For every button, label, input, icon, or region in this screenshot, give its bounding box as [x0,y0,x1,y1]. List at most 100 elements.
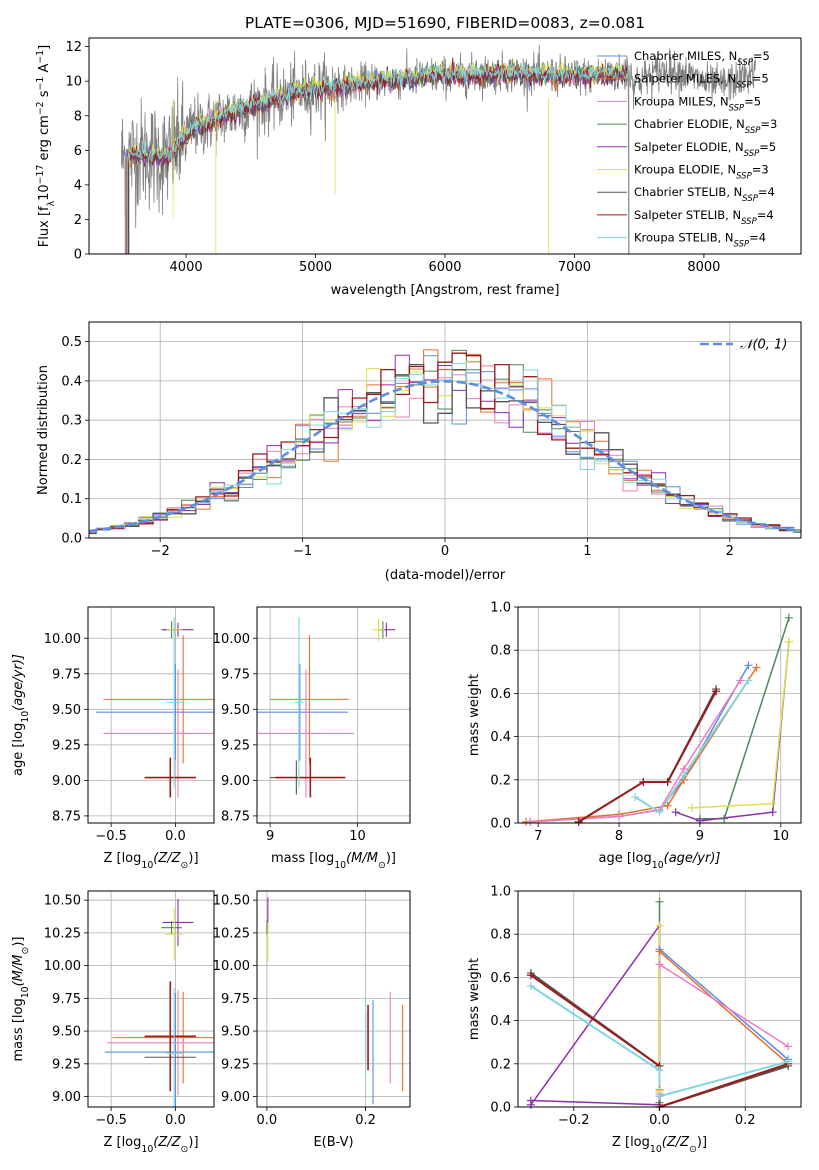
mass-metallicity-panel-y-label-part: )] [11,937,26,947]
weight-marker-salpeter-miles [663,801,672,810]
mass-weight-metallicity-panel-x-label-part: 10 [650,1144,662,1155]
legend-label-kroupa-miles: Kroupa MILES, NSSP=5 [634,94,761,113]
histogram-salpeter-elodie [89,354,801,533]
weight-marker-kroupa-stelib [655,808,664,817]
spectrum-y-label-part: λ [46,200,57,206]
x-tick-label: 8 [615,829,623,844]
x-tick-label: −0.5 [95,829,127,844]
mass-extinction-panel-x-label: E(B-V) [313,1135,353,1150]
mass-weight-age-panel-lines [526,617,790,823]
y-tick-label: 9.25 [221,1057,250,1072]
x-tick-label: 7 [534,829,542,844]
weight-marker-salpeter-miles [655,947,664,956]
mass-metallicity-panel-x-label-part: )] [188,1135,198,1150]
x-tick-label: 0.0 [257,1113,278,1128]
weight-marker-salpeter-stelib [639,777,648,786]
x-tick-label: 6000 [428,260,461,275]
spectrum-x-label: wavelength [Angstrom, rest frame] [331,283,560,298]
x-tick-label: 1 [583,544,591,559]
legend-sub: SSP [729,103,745,113]
age-mass-panel-points [257,616,396,798]
histogram-steps [89,349,801,535]
age-mass-panel-x-label-part: )] [386,851,396,866]
weight-line-salpeter-stelib [578,690,717,823]
legend-name: Kroupa STELIB, N [634,231,734,245]
weight-marker-kroupa-elodie [655,921,664,930]
mass-metallicity-panel-x-label: Z [log10(Z/Z⊙)] [103,1135,198,1155]
weight-marker-kroupa-miles [655,960,664,969]
y-tick-label: 0.0 [490,1101,511,1116]
x-tick-label: 5000 [299,260,332,275]
legend-label-kroupa-stelib: Kroupa STELIB, NSSP=4 [634,231,766,250]
y-tick-label: 0.5 [61,335,82,350]
weight-marker-kroupa-miles [784,1042,793,1051]
y-tick-label: 8.75 [52,809,81,824]
legend-name: Chabrier MILES, N [634,49,737,63]
legend-tail: =5 [753,49,770,63]
model-spectrum-chabrier-stelib [128,64,630,254]
spectrum-y-label-part: erg cm [37,115,52,164]
x-tick-label: 0.0 [165,1113,186,1128]
y-tick-label: 9.00 [221,1090,250,1105]
y-tick-label: 0.0 [490,817,511,832]
weight-marker-kroupa-elodie [687,803,696,812]
histogram-panel: −2 −1 0 1 2 0.0 0.1 0.2 0.3 0.4 0.5 (data-model)/er… [36,321,802,583]
age-metallicity-panel-x-label-part: 10 [141,860,153,871]
y-tick-label: 1.0 [490,601,511,616]
weight-marker-kroupa-stelib [655,1066,664,1075]
y-tick-label: 0.4 [490,730,511,745]
mass-extinction-panel: 0.0 0.2 9.00 9.25 9.50 9.75 10.00 10.25 10.50 E(B… [213,890,411,1150]
y-tick-label: 0.3 [61,414,82,429]
y-tick-label: 0.2 [61,453,82,468]
x-tick-label: 0.0 [165,829,186,844]
y-tick-label: 9.00 [52,1090,81,1105]
weight-marker-chabrier-elodie [655,897,664,906]
y-tick-label: 6 [74,144,82,159]
weight-line-kroupa-stelib [634,679,750,814]
spectrum-y-label-part: ] [37,45,52,50]
age-metallicity-panel-x-label-part: )] [188,851,198,866]
y-tick-label: 0.4 [490,1014,511,1029]
mass-metallicity-panel-y-label-part: mass [log [11,998,26,1061]
spectrum-y-label-part: 10 [37,184,52,201]
mass-metallicity-panel-x-label-part: ⊙ [181,1144,189,1155]
mass-weight-age-panel-x-label-part: (age/yr)] [664,851,721,866]
weight-marker-salpeter-stelib [574,817,583,826]
age-mass-panel-x-label: mass [log10(M/M⊙)] [271,851,396,871]
mass-weight-metallicity-panel-x-label-part: )] [697,1135,707,1150]
age-metallicity-panel-x-label: Z [log10(Z/Z⊙)] [103,851,198,871]
y-tick-label: 10.00 [44,959,81,974]
normal-curve [89,379,799,533]
y-tick-label: 10.00 [44,632,81,647]
legend-tail: =4 [757,208,774,222]
legend-label-normal: 𝒩(0, 1) [740,338,787,353]
y-tick-label: 9.50 [221,703,250,718]
mass-weight-age-panel-x-label: age [log10(age/yr)] [599,851,721,871]
y-tick-label: 10.25 [213,926,250,941]
y-tick-label: 10 [65,75,82,90]
y-tick-label: 0.4 [61,374,82,389]
mass-weight-metallicity-panel-y-label: mass weight [467,958,482,1040]
histogram-kroupa-stelib [89,362,801,532]
axes-frame [87,890,215,1108]
legend-name: Salpeter MILES, N [634,72,736,86]
histogram-chabrier-elodie [89,349,801,533]
spectrum-title: PLATE=0306, MJD=51690, FIBERID=0083, z=0… [245,14,645,32]
weight-line-salpeter-miles [526,667,758,823]
mass-metallicity-panel-x-label-part: (Z/Z [153,1135,181,1150]
spectrum-y-label-part: −1 [35,77,46,91]
age-mass-panel-x-label-part: ⊙ [378,860,386,871]
mass-weight-age-panel-x-label-part: age [log [599,851,652,866]
legend-name: Chabrier ELODIE, N [634,117,745,131]
age-mass-panel-x-label-part: (M/M [346,851,378,866]
spectrum-panel: PLATE=0306, MJD=51690, FIBERID=0083, z=0… [35,14,802,298]
y-tick-label: 0.1 [61,492,82,507]
mass-metallicity-panel-y-label-part: 10 [20,986,31,998]
legend-name: Chabrier STELIB, N [634,185,742,199]
weight-marker-kroupa-stelib [744,676,753,685]
